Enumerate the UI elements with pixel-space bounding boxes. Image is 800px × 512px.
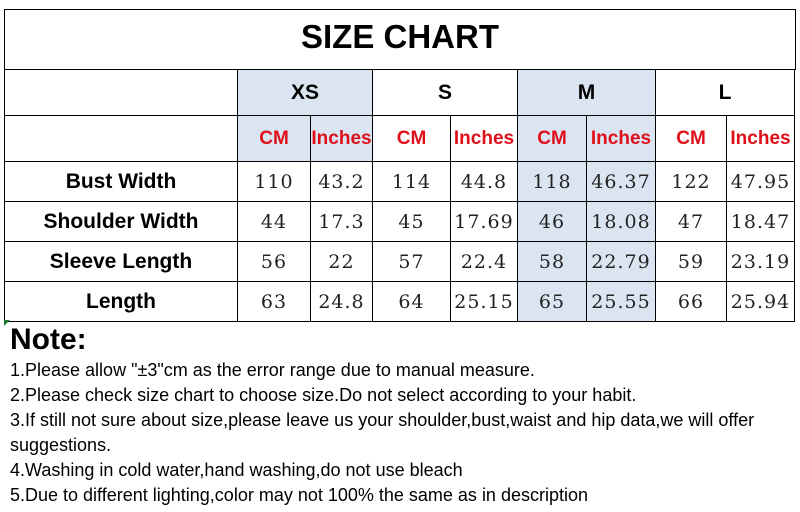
value-cell: 47: [655, 201, 727, 242]
size-xs: XS: [237, 69, 373, 116]
note-line: 4.Washing in cold water,hand washing,do …: [10, 460, 463, 480]
size-header-row: XS S M L: [4, 69, 795, 116]
blank-cell: [4, 69, 238, 116]
unit-inches: Inches: [726, 115, 795, 162]
value-cell: 22.79: [586, 241, 656, 282]
size-table: XS S M L CM Inches CM Inches CM Inches C…: [4, 69, 795, 322]
note-line: 5.Due to different lighting,color may no…: [10, 485, 588, 505]
unit-cm: CM: [372, 115, 451, 162]
size-m: M: [517, 69, 656, 116]
value-cell: 25.55: [586, 281, 656, 322]
row-label: Shoulder Width: [4, 201, 238, 242]
value-cell: 25.94: [726, 281, 795, 322]
value-cell: 17.69: [450, 201, 518, 242]
value-cell: 44.8: [450, 161, 518, 202]
value-cell: 18.08: [586, 201, 656, 242]
value-cell: 25.15: [450, 281, 518, 322]
size-s: S: [372, 69, 518, 116]
value-cell: 47.95: [726, 161, 795, 202]
value-cell: 65: [517, 281, 587, 322]
value-cell: 45: [372, 201, 451, 242]
value-cell: 63: [237, 281, 311, 322]
value-cell: 23.19: [726, 241, 795, 282]
value-cell: 46.37: [586, 161, 656, 202]
notes-heading: Note:: [10, 323, 87, 356]
value-cell: 57: [372, 241, 451, 282]
value-cell: 22: [310, 241, 373, 282]
value-cell: 110: [237, 161, 311, 202]
value-cell: 43.2: [310, 161, 373, 202]
note-line: 1.Please allow "±3"cm as the error range…: [10, 360, 535, 380]
value-cell: 46: [517, 201, 587, 242]
row-label: Bust Width: [4, 161, 238, 202]
value-cell: 56: [237, 241, 311, 282]
unit-cm: CM: [237, 115, 311, 162]
page-title: SIZE CHART: [301, 18, 499, 55]
table-row: Length 63 24.8 64 25.15 65 25.55 66 25.94: [4, 281, 795, 322]
value-cell: 64: [372, 281, 451, 322]
value-cell: 22.4: [450, 241, 518, 282]
value-cell: 18.47: [726, 201, 795, 242]
size-l: L: [655, 69, 795, 116]
unit-header-row: CM Inches CM Inches CM Inches CM Inches: [4, 115, 795, 162]
value-cell: 66: [655, 281, 727, 322]
unit-cm: CM: [517, 115, 587, 162]
value-cell: 114: [372, 161, 451, 202]
blank-cell: [4, 115, 238, 162]
table-row: Sleeve Length 56 22 57 22.4 58 22.79 59 23.19: [4, 241, 795, 282]
value-cell: 122: [655, 161, 727, 202]
unit-inches: Inches: [450, 115, 518, 162]
value-cell: 44: [237, 201, 311, 242]
unit-cm: CM: [655, 115, 727, 162]
row-label: Sleeve Length: [4, 241, 238, 282]
table-row: Shoulder Width 44 17.3 45 17.69 46 18.08 47 18.4…: [4, 201, 795, 242]
value-cell: 59: [655, 241, 727, 282]
notes-section: Note: 1.Please allow "±3"cm as the error…: [10, 322, 800, 508]
cell-marker-icon: [4, 320, 10, 326]
value-cell: 58: [517, 241, 587, 282]
note-line: 2.Please check size chart to choose size…: [10, 385, 637, 405]
unit-inches: Inches: [310, 115, 373, 162]
title-frame: [4, 9, 796, 70]
value-cell: 17.3: [310, 201, 373, 242]
value-cell: 24.8: [310, 281, 373, 322]
row-label: Length: [4, 281, 238, 322]
table-row: Bust Width 110 43.2 114 44.8 118 46.37 122 47.95: [4, 161, 795, 202]
value-cell: 118: [517, 161, 587, 202]
unit-inches: Inches: [586, 115, 656, 162]
note-line: 3.If still not sure about size,please le…: [10, 410, 755, 455]
